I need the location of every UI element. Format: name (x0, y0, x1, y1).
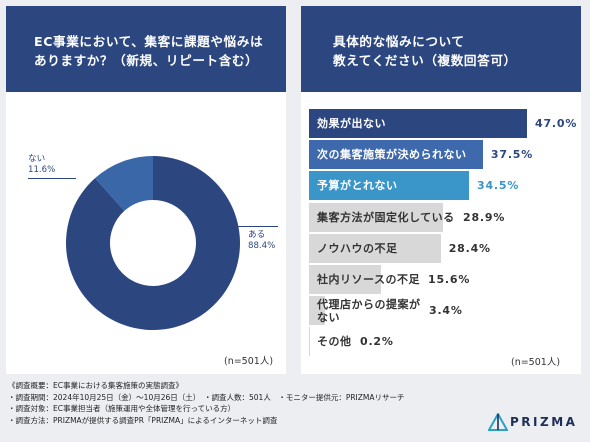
bar-category-label: 予算がとれない (317, 179, 398, 193)
footer-line3: ・調査対象：EC事業担当者（施策運用や全体管理を行っている方） (8, 404, 236, 414)
nai-label-text: ない (28, 154, 46, 164)
bar-row: 予算がとれない 34.5% (309, 171, 579, 201)
bar-category-label: 集客方法が固定化している (317, 210, 455, 224)
bar-value-label: 34.5% (477, 179, 520, 193)
right-sample-size: (n=501人) (511, 357, 561, 368)
bar-fill (309, 171, 470, 201)
left-panel: EC事業において、集客に課題や悩みは ありますか？（新規、リピート含む） ない … (6, 6, 286, 374)
bar-value-label: 15.6% (428, 273, 471, 286)
left-sample-size: (n=501人) (224, 356, 274, 367)
bar-category-label: 次の集客施策が決められない (317, 148, 467, 162)
prizma-logo-icon (488, 413, 508, 431)
bar-row: ノウハウの不足 28.4% (309, 233, 579, 263)
bar-value-label: 28.4% (448, 241, 491, 255)
nai-leader-line (28, 178, 76, 179)
nai-label: ない 11.6% (28, 154, 55, 176)
bar-category-label: ノウハウの不足 (317, 241, 398, 255)
nai-label-value: 11.6% (28, 165, 56, 175)
right-panel: 具体的な悩みについて 教えてください（複数回答可） 効果が出ない 47.0% 次の集… (301, 6, 581, 374)
bar-fill (309, 265, 382, 294)
footer-line1: 《調査概要：EC事業における集客施策の実態調査》 (8, 381, 183, 390)
right-question-header: 具体的な悩みについて 教えてください（複数回答可） (301, 6, 581, 92)
bar-value-label: 37.5% (490, 148, 534, 162)
bar-row: 効果が出ない 47.0% (309, 109, 579, 138)
bar-fill (309, 109, 527, 138)
donut-slice-aru (65, 156, 241, 330)
bar-category-label: 効果が出ない (317, 117, 386, 130)
bar-fill (309, 296, 325, 326)
right-title-line1: 具体的な悩みについて (333, 34, 465, 49)
aru-label: ある 88.4% (248, 230, 275, 252)
donut-slice-nai (95, 156, 153, 211)
left-title-line1: EC事業において、集客に課題や悩みは (34, 34, 264, 49)
survey-footer: 《調査概要：EC事業における集客施策の実態調査》 ・調査期間：2024年10月2… (8, 380, 405, 426)
footer-line4: ・調査方法：PRIZMAが提供する調査PR「PRIZMA」によるインターネット調… (8, 415, 278, 425)
aru-leader-line (234, 226, 278, 227)
donut-chart (65, 156, 241, 330)
aru-label-value: 88.4% (248, 241, 276, 251)
bar-fill (309, 327, 310, 357)
bar-category-label: 社内リソースの不足 (317, 273, 420, 286)
bar-fill (309, 233, 441, 263)
bar-category-label: 代理店からの提案が ない (317, 298, 421, 325)
bar-row: 集客方法が固定化している 28.9% (309, 202, 579, 232)
bar-value-label: 0.2% (360, 335, 394, 349)
aru-label-text: ある (248, 230, 266, 240)
bar-value-label: 47.0% (535, 117, 578, 130)
bar-value-label: 3.4% (429, 304, 463, 318)
left-question-header: EC事業において、集客に課題や悩みは ありますか？（新規、リピート含む） (6, 6, 286, 92)
bar-fill (309, 140, 483, 170)
footer-line2: ・調査期間：2024年10月25日（金）〜10月26日（土） ・調査人数：501… (8, 392, 405, 402)
bar-value-label: 28.9% (463, 210, 506, 224)
bar-row: その他 0.2% (309, 327, 579, 357)
right-title-line2: 教えてください（複数回答可） (333, 53, 517, 68)
left-title-line2: ありますか？（新規、リピート含む） (34, 53, 259, 68)
bar-row: 次の集客施策が決められない 37.5% (309, 140, 579, 170)
bar-category-label: その他 (317, 335, 352, 349)
bar-fill (309, 202, 444, 232)
prizma-logo: PRIZMA (488, 413, 584, 433)
prizma-logo-text: PRIZMA (510, 415, 578, 429)
bar-row: 代理店からの提案が ない 3.4% (309, 296, 579, 326)
bar-row: 社内リソースの不足 15.6% (309, 265, 579, 294)
